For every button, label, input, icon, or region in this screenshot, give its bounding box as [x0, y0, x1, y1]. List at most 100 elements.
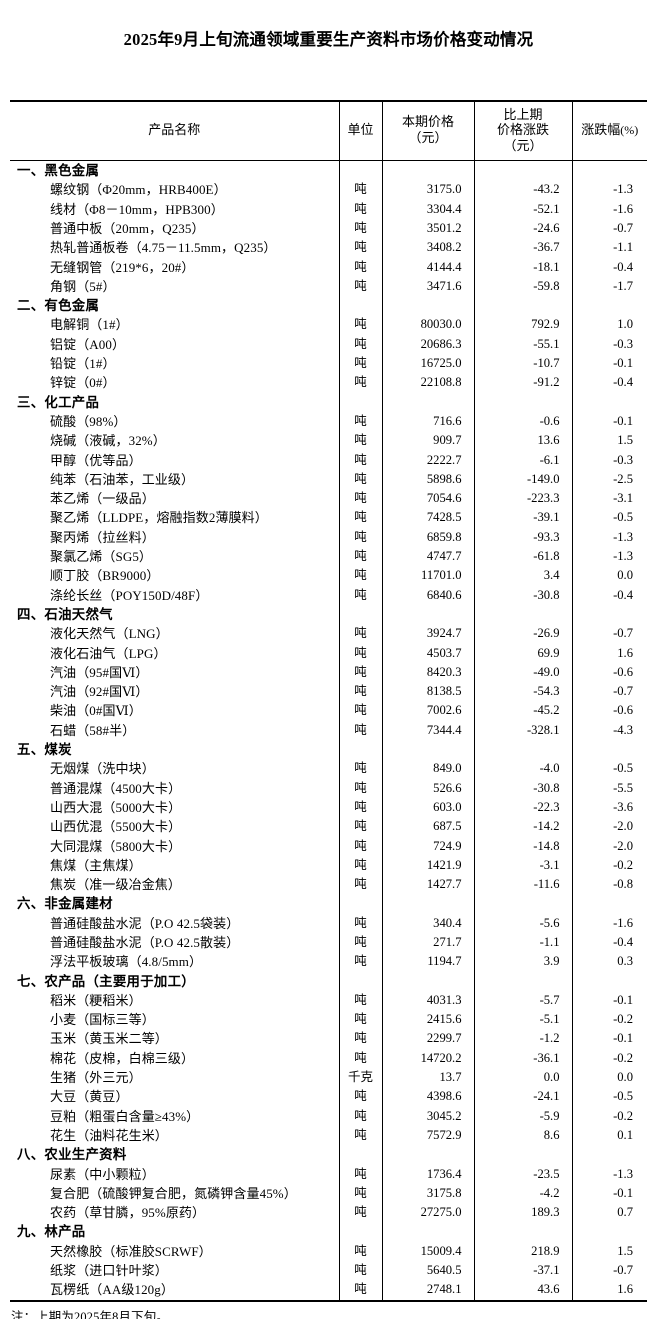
group-pct-cell	[571, 604, 647, 625]
table-body: 一、黑色金属 螺纹钢（Φ20mm，HRB400E）吨 3175.0 -43.2 -1.3…	[10, 160, 647, 1302]
product-unit: 吨	[338, 1125, 382, 1146]
product-percent-change: -0.1	[571, 411, 647, 432]
table-row: 普通中板（20mm，Q235） 吨 3501.2 -24.6 -0.7	[10, 219, 647, 239]
table-row: 尿素（中小颗粒） 吨 1736.4 -23.5 -1.3	[10, 1164, 647, 1184]
product-name: 普通中板（20mm，Q235）	[50, 221, 205, 236]
product-unit: 吨	[338, 836, 382, 856]
product-current-price: 526.6	[381, 778, 474, 798]
product-current-price: 80030.0	[381, 315, 474, 335]
table-row: 硫酸（98%） 吨 716.6 -0.6 -0.1	[10, 411, 647, 432]
product-unit: 吨	[338, 315, 382, 335]
product-name: 线材（Φ8－10mm，HPB300）	[50, 201, 224, 217]
product-name: 涤纶长丝（POY150D/48F）	[50, 587, 209, 603]
product-name: 瓦楞纸（AA级120g）	[10, 1280, 339, 1302]
product-unit: 吨	[338, 527, 382, 548]
table-row: 天然橡胶（标准胶SCRWF） 吨 15009.4 218.9 1.5	[10, 1241, 647, 1262]
page-title: 2025年9月上旬流通领域重要生产资料市场价格变动情况	[123, 30, 534, 50]
product-current-price: 724.9	[381, 836, 474, 856]
group-change-cell	[473, 894, 572, 914]
table-row: 电解铜（1#） 吨 80030.0 792.9 1.0	[10, 315, 647, 335]
product-price-change: 69.9	[473, 643, 572, 663]
product-unit: 吨	[338, 199, 382, 219]
product-price-change: 13.6	[473, 431, 572, 451]
product-unit: 吨	[338, 932, 382, 953]
product-name: 山西优混（5500大卡）	[50, 819, 182, 835]
group-price-cell	[381, 604, 474, 625]
table-row: 角钢（5#） 吨 3471.6 -59.8 -1.7	[10, 276, 647, 297]
product-current-price: 14720.2	[381, 1048, 474, 1069]
product-name: 角钢（5#）	[50, 278, 116, 294]
product-name: 尿素（中小颗粒）	[50, 1166, 155, 1182]
group-change-cell	[473, 296, 572, 316]
product-percent-change: -0.2	[571, 1010, 647, 1030]
product-name: 聚氯乙烯（SG5）	[50, 549, 153, 565]
product-unit: 吨	[338, 1087, 382, 1107]
product-current-price: 1194.7	[381, 952, 474, 972]
table-row: 苯乙烯（一级品） 吨 7054.6 -223.3 -3.1	[10, 489, 647, 509]
product-price-change: -23.5	[473, 1164, 572, 1184]
product-unit: 吨	[338, 585, 382, 605]
group-title: 七、农产品（主要用于加工）	[17, 973, 195, 989]
product-unit: 吨	[338, 547, 382, 567]
group-title: 一、黑色金属	[17, 163, 100, 179]
product-name: 锌锭（0#）	[50, 375, 116, 391]
product-price-change: 218.9	[473, 1241, 572, 1262]
product-price-change: -45.2	[473, 701, 572, 721]
table-row: 焦煤（主焦煤） 吨 1421.9 -3.1 -0.2	[10, 855, 647, 876]
product-current-price: 7428.5	[381, 508, 474, 528]
table-row: 花生（油料花生米） 吨 7572.9 8.6 0.1	[10, 1125, 647, 1146]
product-percent-change: -1.3	[571, 527, 647, 548]
product-percent-change: -0.5	[571, 1087, 647, 1107]
group-title: 三、化工产品	[17, 394, 100, 410]
product-unit: 吨	[338, 1164, 382, 1184]
product-unit: 吨	[338, 624, 382, 644]
product-current-price: 2222.7	[381, 450, 474, 470]
product-name: 无缝钢管（219*6，20#）	[50, 259, 195, 275]
product-unit: 吨	[338, 450, 382, 470]
product-percent-change: -1.7	[571, 276, 647, 297]
product-unit: 吨	[338, 1203, 382, 1223]
product-current-price: 2299.7	[381, 1029, 474, 1049]
product-unit: 千克	[338, 1068, 382, 1088]
table-group-row: 四、石油天然气	[10, 604, 647, 625]
product-percent-change: -0.4	[571, 257, 647, 277]
product-unit: 吨	[338, 431, 382, 451]
product-price-change: -26.9	[473, 624, 572, 644]
product-price-change: -54.3	[473, 682, 572, 702]
product-unit: 吨	[338, 643, 382, 663]
product-current-price: 4398.6	[381, 1087, 474, 1107]
product-price-change: 3.4	[473, 566, 572, 586]
group-pct-cell	[571, 296, 647, 316]
column-header-product-name: 产品名称	[10, 99, 339, 162]
product-name: 液化石油气（LPG）	[50, 645, 167, 661]
product-percent-change: -2.5	[571, 469, 647, 490]
product-unit: 吨	[338, 1106, 382, 1126]
product-percent-change: -0.4	[571, 932, 647, 953]
product-name: 液化天然气（LNG）	[50, 626, 169, 642]
table-row: 普通混煤（4500大卡） 吨 526.6 -30.8 -5.5	[10, 778, 647, 798]
group-unit-cell	[338, 971, 382, 991]
product-price-change: -91.2	[473, 373, 572, 393]
group-price-cell	[381, 160, 474, 181]
product-unit: 吨	[338, 1280, 382, 1302]
table-row: 无缝钢管（219*6，20#） 吨 4144.4 -18.1 -0.4	[10, 257, 647, 277]
product-price-change: -4.2	[473, 1183, 572, 1204]
product-unit: 吨	[338, 855, 382, 876]
product-current-price: 16725.0	[381, 354, 474, 374]
product-percent-change: 0.7	[571, 1203, 647, 1223]
product-name: 焦炭（准一级冶金焦）	[50, 877, 182, 893]
percent-change-unit: (%)	[620, 123, 639, 138]
group-title: 四、石油天然气	[17, 606, 113, 622]
product-percent-change: -0.1	[571, 354, 647, 374]
product-current-price: 5898.6	[381, 469, 474, 490]
product-name: 汽油（95#国Ⅵ）	[50, 664, 149, 680]
product-current-price: 716.6	[381, 411, 474, 432]
product-price-change: -59.8	[473, 276, 572, 297]
product-unit: 吨	[338, 276, 382, 297]
table-group-row: 二、有色金属	[10, 296, 647, 316]
product-unit: 吨	[338, 817, 382, 837]
group-pct-cell	[571, 1145, 647, 1165]
table-row: 液化石油气（LPG） 吨 4503.7 69.9 1.6	[10, 643, 647, 663]
product-percent-change: -0.1	[571, 1029, 647, 1049]
header-row: 产品名称 单位 本期价格 （元） 比上期 价格涨跌 （元） 涨跌幅(%)	[10, 99, 647, 162]
